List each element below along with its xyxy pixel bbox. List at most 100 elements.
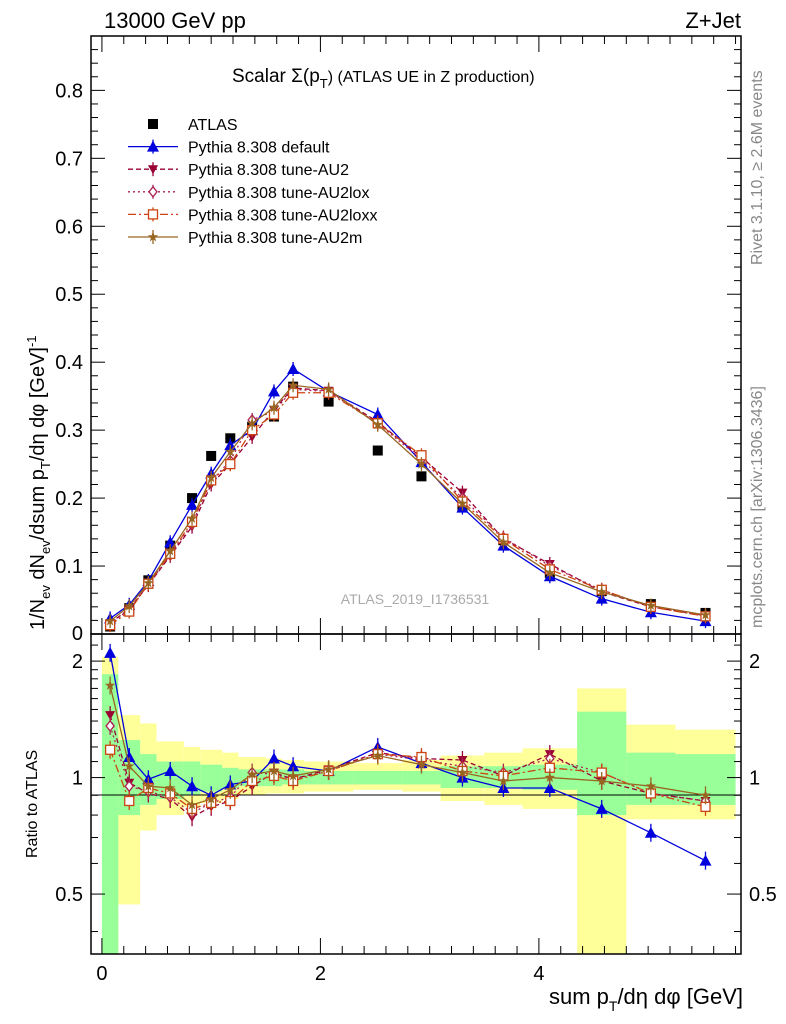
ratio-panel-frame bbox=[90, 633, 742, 955]
point-au2m bbox=[225, 446, 236, 457]
ratio-series-au2m bbox=[104, 676, 711, 814]
band-green bbox=[402, 770, 441, 785]
legend-marker-au2lox bbox=[148, 185, 158, 198]
ratio-point-default bbox=[267, 752, 280, 764]
xlabel-T: T bbox=[609, 998, 618, 1014]
ylabel-b: dN bbox=[27, 554, 49, 585]
ratio-point-default bbox=[543, 781, 556, 793]
ratio-point-au2m bbox=[143, 780, 154, 791]
ratio-point-au2m bbox=[323, 763, 334, 774]
y-tick-label: 0.4 bbox=[55, 352, 83, 374]
legend-label-au2loxx: Pythia 8.308 tune-AU2loxx bbox=[188, 207, 377, 224]
y-tick-label: 0.3 bbox=[55, 420, 83, 442]
ratio-point-au2m bbox=[700, 789, 711, 800]
ylabel-ev: ev bbox=[38, 585, 53, 599]
ratio-point-au2m bbox=[186, 799, 198, 810]
point-au2m bbox=[416, 458, 427, 469]
legend-marker-au2 bbox=[148, 165, 158, 175]
band-green bbox=[101, 674, 119, 954]
point-default bbox=[164, 536, 177, 548]
legend-marker-default bbox=[147, 140, 159, 152]
y-tick-label-zero: 0 bbox=[72, 623, 83, 645]
rivet-label: Rivet 3.1.10, ≥ 2.6M events bbox=[749, 70, 766, 265]
legend-label-au2lox: Pythia 8.308 tune-AU2lox bbox=[188, 185, 369, 202]
main-panel: 0.10.20.30.40.50.60.70.80 Scalar Σ(pT) (… bbox=[24, 35, 742, 645]
watermark: ATLAS_2019_I1736531 bbox=[341, 591, 490, 607]
ratio-point-au2m bbox=[246, 768, 258, 779]
main-panel-series bbox=[104, 361, 712, 633]
point-au2loxx bbox=[225, 458, 236, 470]
point-au2m bbox=[287, 379, 299, 390]
ratio-point-default bbox=[104, 646, 117, 658]
ratio-point-au2m bbox=[124, 760, 135, 771]
point-au2m bbox=[544, 567, 556, 578]
main-y-axis-label: 1/Nev dNev/dsum pT/dη dφ [GeV]-1 bbox=[24, 335, 53, 630]
ratio-point-au2m bbox=[645, 780, 657, 791]
ratio-y-tick-label-right: 0.5 bbox=[749, 884, 777, 906]
ratio-point-au2m bbox=[416, 759, 427, 770]
y-tick-label: 0.5 bbox=[55, 284, 83, 306]
point-au2m bbox=[596, 586, 607, 597]
point-au2m bbox=[372, 419, 383, 430]
band-green bbox=[200, 764, 223, 792]
header-left: 13000 GeV pp bbox=[104, 8, 246, 33]
ratio-point-au2 bbox=[105, 711, 116, 721]
point-au2m bbox=[498, 536, 509, 547]
ratio-point-au2lox bbox=[105, 719, 115, 732]
ylabel-d: /dη dφ [GeV] bbox=[27, 347, 49, 461]
ratio-point-default bbox=[186, 780, 199, 792]
ratio-point-au2m bbox=[372, 750, 383, 760]
point-au2m bbox=[104, 615, 116, 626]
mcplots-label: mcplots.cern.ch [arXiv:1306.3436] bbox=[749, 386, 766, 628]
point-au2m bbox=[700, 609, 711, 620]
ylabel-sup: -1 bbox=[24, 335, 39, 347]
point-au2m bbox=[165, 545, 176, 556]
ylabel-a: 1/N bbox=[27, 599, 49, 630]
legend-label-default: Pythia 8.308 default bbox=[188, 140, 330, 157]
ratio-point-default bbox=[595, 802, 608, 814]
xlabel-a: sum p bbox=[549, 984, 609, 1009]
ratio-panel: 0.5 0.5 1 1 2 2 0 2 4 Ratio to ATLAS sum pT/dη d… bbox=[24, 633, 777, 1014]
point-default bbox=[267, 385, 280, 397]
y-tick-label: 0.8 bbox=[55, 80, 83, 102]
point-au2m bbox=[246, 417, 258, 428]
ratio-point-au2loxx bbox=[124, 795, 135, 807]
y-tick-label: 0.7 bbox=[55, 148, 83, 170]
ratio-point-default bbox=[287, 760, 300, 772]
point-au2m bbox=[268, 402, 280, 413]
ratio-point-au2m bbox=[544, 772, 556, 782]
ratio-point-au2m bbox=[596, 775, 607, 786]
main-title-a: Scalar Σ(p bbox=[232, 66, 320, 87]
point-default bbox=[371, 408, 384, 420]
point-atlas bbox=[206, 450, 217, 461]
ratio-point-au2m bbox=[165, 782, 176, 793]
ratio-point-au2loxx bbox=[104, 744, 116, 755]
main-title: Scalar Σ(pT) (ATLAS UE in Z production) bbox=[232, 66, 535, 91]
main-title-sub: T bbox=[320, 76, 328, 91]
main-title-rest: ) (ATLAS UE in Z production) bbox=[328, 69, 535, 86]
point-au2m bbox=[205, 472, 217, 483]
ylabel-c: /dsum p bbox=[27, 469, 49, 540]
main-panel-ticks bbox=[91, 36, 741, 634]
y-tick-label: 0.2 bbox=[55, 488, 83, 510]
legend-label-au2: Pythia 8.308 tune-AU2 bbox=[188, 162, 349, 179]
legend-marker-au2m bbox=[147, 231, 159, 242]
x-tick-label: 2 bbox=[315, 963, 326, 985]
main-y-tick-labels: 0.1 0.2 0.3 0.4 0.5 0.6 0.7 0.8 0 bbox=[55, 80, 83, 645]
band-green bbox=[577, 711, 627, 816]
ylabel-T: T bbox=[38, 461, 53, 469]
ratio-point-default bbox=[699, 854, 712, 866]
point-atlas bbox=[323, 396, 334, 407]
point-au2m bbox=[457, 498, 468, 508]
ratio-y-tick-label: 0.5 bbox=[55, 884, 83, 906]
header-right: Z+Jet bbox=[685, 8, 741, 33]
legend-marker-atlas bbox=[148, 119, 158, 129]
ylabel-ev2: ev bbox=[38, 540, 53, 554]
point-au2m bbox=[645, 600, 657, 610]
x-tick-label: 0 bbox=[96, 963, 107, 985]
ratio-point-au2m bbox=[268, 765, 280, 776]
legend: ATLAS Pythia 8.308 default Pythia 8.308 tu… bbox=[128, 117, 377, 247]
ratio-point-au2lox bbox=[124, 780, 135, 793]
point-atlas bbox=[416, 471, 427, 482]
